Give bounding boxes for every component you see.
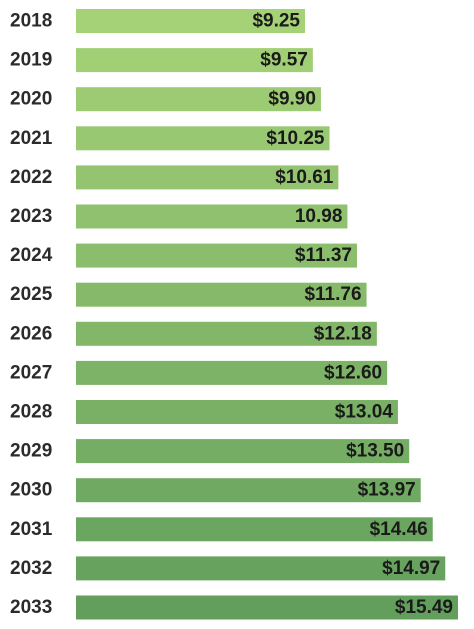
bar-row-2022: 2022 $10.61 [10, 165, 339, 190]
value-label: $9.57 [260, 50, 308, 71]
category-label: 2029 [10, 441, 52, 462]
bar [76, 87, 321, 112]
bar-row-2025: 2025 $11.76 [10, 282, 367, 307]
category-label: 2021 [10, 128, 53, 149]
bar [76, 243, 357, 268]
category-label: 2030 [10, 480, 52, 501]
bar-row-2032: 2032 $14.97 [10, 556, 446, 581]
bar [76, 595, 458, 620]
value-label: $11.37 [295, 245, 352, 266]
value-label: $9.25 [252, 11, 300, 32]
category-label: 2032 [10, 558, 52, 579]
value-label: $14.46 [370, 519, 428, 540]
category-label: 2023 [10, 206, 52, 227]
bar [76, 360, 388, 385]
value-label: $11.76 [304, 284, 361, 305]
category-label: 2019 [10, 50, 52, 71]
bar-row-2031: 2031 $14.46 [10, 517, 433, 542]
bar [76, 126, 330, 151]
value-label: $14.97 [382, 558, 440, 579]
category-label: 2027 [10, 362, 52, 383]
value-label: $12.60 [324, 362, 382, 383]
bar-row-2021: 2021 $10.25 [10, 126, 330, 151]
bar [76, 517, 433, 542]
bar [76, 400, 398, 424]
category-label: 2025 [10, 284, 53, 305]
value-label: $13.97 [358, 480, 416, 501]
value-label: $15.49 [395, 597, 453, 618]
bar [76, 204, 348, 229]
category-label: 2022 [10, 167, 52, 188]
bar [76, 282, 367, 307]
bar-row-2024: 2024 $11.37 [10, 243, 357, 268]
category-label: 2024 [10, 245, 53, 266]
value-label: $9.90 [268, 89, 316, 110]
bar [76, 48, 313, 73]
bar [76, 321, 377, 346]
bar-row-2026: 2026 $12.18 [10, 321, 377, 346]
category-label: 2020 [10, 89, 52, 110]
bar [76, 439, 410, 464]
bar-row-2023: 2023 10.98 [10, 204, 348, 229]
value-label: $10.25 [266, 128, 325, 149]
bar [76, 478, 421, 503]
category-label: 2031 [10, 519, 53, 540]
bar-row-2020: 2020 $9.90 [10, 87, 321, 112]
bar [76, 9, 305, 33]
bar-row-2030: 2030 $13.97 [10, 478, 421, 503]
category-label: 2028 [10, 402, 52, 423]
category-label: 2018 [10, 11, 52, 32]
bar-row-2027: 2027 $12.60 [10, 360, 388, 385]
bar-row-2029: 2029 $13.50 [10, 439, 410, 464]
value-label: 10.98 [295, 206, 343, 227]
bar-row-2018: 2018 $9.25 [10, 9, 305, 33]
value-label: $12.18 [314, 323, 372, 344]
category-label: 2033 [10, 597, 52, 618]
bar [76, 165, 339, 190]
bar-row-2028: 2028 $13.04 [10, 400, 398, 424]
category-label: 2026 [10, 323, 52, 344]
value-label: $13.04 [335, 402, 394, 423]
bar-row-2019: 2019 $9.57 [10, 48, 313, 73]
value-label: $10.61 [275, 167, 334, 188]
bar-row-2033: 2033 $15.49 [10, 595, 458, 620]
value-label: $13.50 [346, 441, 404, 462]
bar [76, 556, 446, 581]
